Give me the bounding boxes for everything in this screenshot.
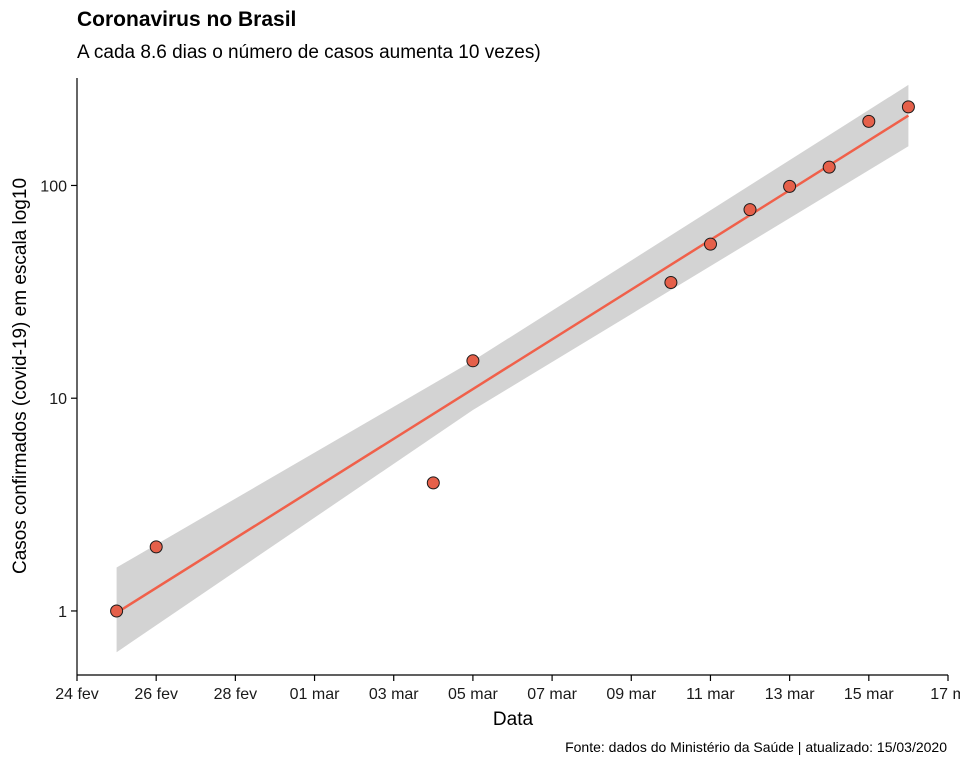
- x-tick-label: 05 mar: [448, 686, 498, 703]
- data-point: [822, 160, 836, 174]
- data-point: [743, 203, 757, 217]
- fit-line-layer: [115, 114, 910, 614]
- data-point: [704, 237, 717, 251]
- x-tick-label: 15 mar: [844, 686, 894, 703]
- y-axis-title: Casos confirmados (covid-19) em escala l…: [10, 178, 31, 574]
- y-tick-label: 100: [40, 178, 67, 195]
- chart-subtitle: A cada 8.6 dias o número de casos aument…: [77, 42, 541, 63]
- fit-line: [115, 114, 910, 614]
- chart-caption: Fonte: dados do Ministério da Saúde | at…: [565, 739, 947, 755]
- data-points-layer: [110, 100, 915, 618]
- x-tick-label: 03 mar: [369, 686, 419, 703]
- data-point: [466, 354, 480, 368]
- confidence-band: [116, 84, 909, 653]
- data-point: [664, 276, 678, 289]
- x-tick-label: 01 mar: [290, 686, 340, 703]
- data-point: [110, 604, 124, 618]
- chart-title: Coronavirus no Brasil: [77, 8, 297, 31]
- x-tick-label: 26 fev: [134, 686, 178, 703]
- x-tick-label: 11 mar: [686, 686, 735, 703]
- x-tick-label: 24 fev: [55, 686, 99, 703]
- x-tick-label: 17 m: [930, 686, 960, 703]
- data-point: [901, 100, 915, 114]
- x-tick-label: 13 mar: [765, 686, 815, 703]
- y-tick-label: 1: [58, 604, 67, 621]
- data-point: [149, 540, 163, 554]
- data-point: [426, 476, 440, 490]
- x-tick-label: 07 mar: [527, 686, 577, 703]
- x-tick-label: 28 fev: [214, 686, 258, 703]
- axes-layer: 24 fev 26 fev 28 fev 01 mar 03 mar 05 mar 07 m…: [40, 78, 960, 703]
- y-tick-label: 10: [49, 391, 67, 408]
- data-point: [783, 179, 797, 193]
- x-axis-title: Data: [493, 709, 534, 730]
- x-tick-label: 09 mar: [606, 686, 656, 703]
- confidence-band-layer: [116, 84, 909, 653]
- data-point: [862, 114, 876, 128]
